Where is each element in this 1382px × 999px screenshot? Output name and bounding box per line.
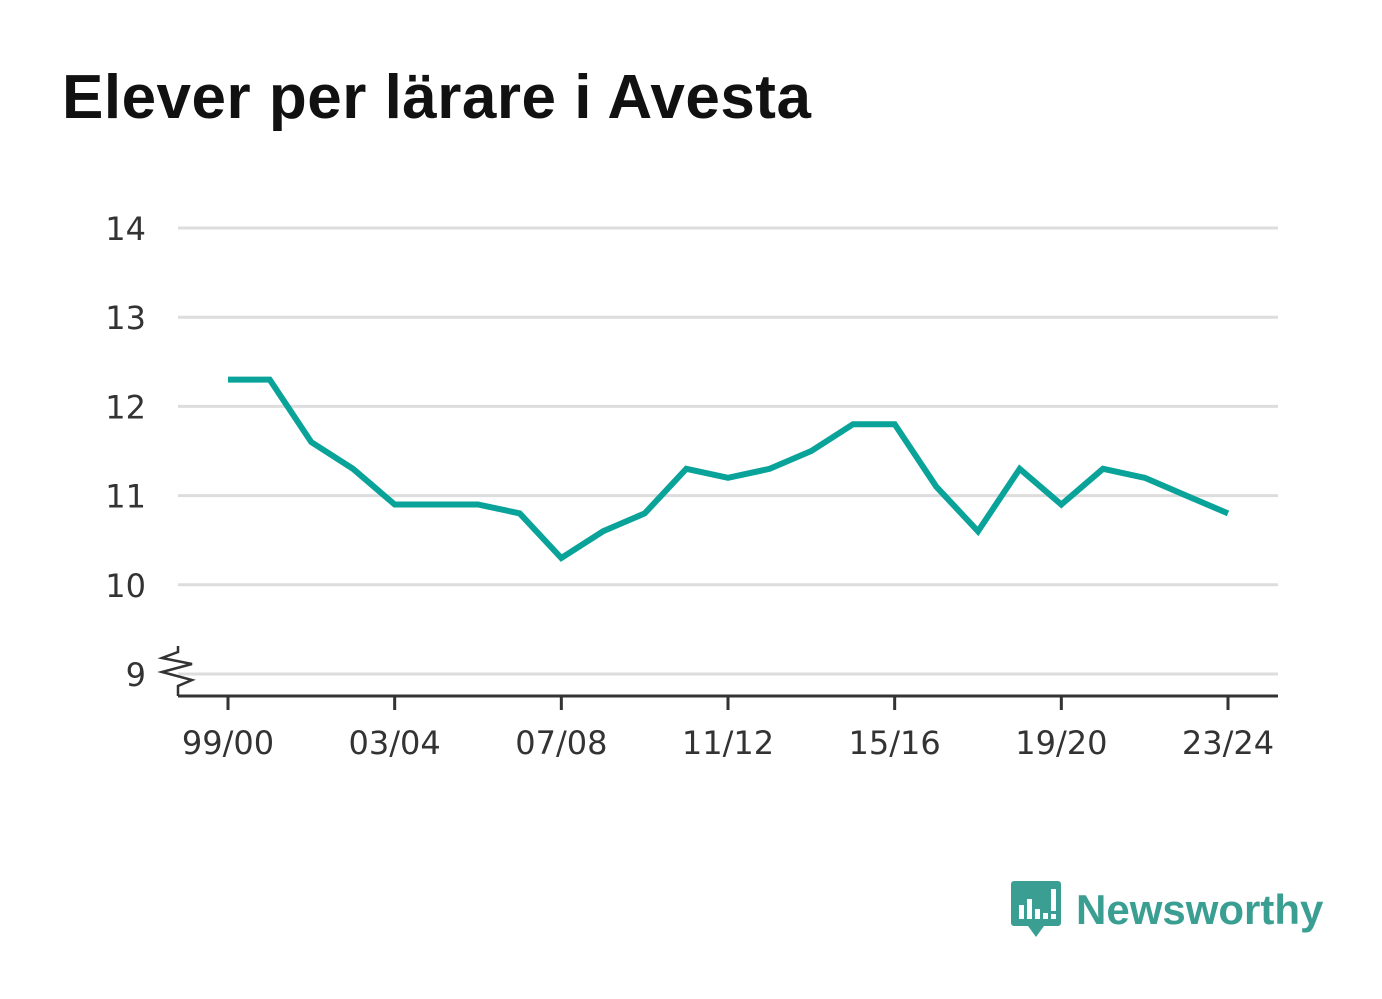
x-tick-label-15-16: 15/16 <box>849 724 941 762</box>
data-point-07-08 <box>558 555 564 561</box>
y-tick-label-11: 11 <box>105 478 146 516</box>
data-point-21-22 <box>1142 475 1148 481</box>
data-point-18-19 <box>1017 466 1023 472</box>
y-tick-label-9: 9 <box>126 656 146 694</box>
x-tick-label-07-08: 07/08 <box>515 724 607 762</box>
data-point-00-01 <box>267 377 273 383</box>
y-tick-label-13: 13 <box>105 299 146 337</box>
brand-logo: Newsworthy <box>1010 878 1323 942</box>
x-tick-label-23-24: 23/24 <box>1182 724 1274 762</box>
data-point-02-03 <box>350 466 356 472</box>
data-point-04-05 <box>433 502 439 508</box>
x-tick-label-11-12: 11/12 <box>682 724 774 762</box>
y-tick-label-14: 14 <box>105 210 146 248</box>
data-point-15-16 <box>892 421 898 427</box>
brand-name: Newsworthy <box>1076 886 1324 933</box>
data-point-99-00 <box>225 377 231 383</box>
data-point-23-24 <box>1225 510 1231 516</box>
y-tick-label-10: 10 <box>105 567 146 605</box>
data-point-03-04 <box>392 502 398 508</box>
data-point-13-14 <box>808 448 814 454</box>
y-axis-break-mark <box>157 646 196 696</box>
y-axis-ticks: 9 10 11 12 13 14 <box>105 210 196 696</box>
data-point-17-18 <box>975 528 981 534</box>
data-point-14-15 <box>850 421 856 427</box>
data-point-12-13 <box>767 466 773 472</box>
x-axis: 99/00 03/04 07/08 11/12 15/16 19/20 23/24 <box>178 694 1278 762</box>
data-point-09-10 <box>642 510 648 516</box>
series-line-0 <box>228 376 1230 562</box>
chart-title: Elever per lärare i Avesta <box>62 63 812 132</box>
data-point-11-12 <box>725 475 731 481</box>
data-point-20-21 <box>1100 466 1106 472</box>
data-point-22-23 <box>1183 493 1189 499</box>
newsworthy-logo-icon <box>1011 881 1061 937</box>
x-tick-label-03-04: 03/04 <box>349 724 441 762</box>
data-point-16-17 <box>933 484 939 490</box>
x-tick-label-19-20: 19/20 <box>1015 724 1107 762</box>
data-point-06-07 <box>517 510 523 516</box>
data-point-08-09 <box>600 528 606 534</box>
x-tick-label-99-00: 99/00 <box>182 724 274 762</box>
series-group <box>225 376 1231 562</box>
data-point-01-02 <box>308 439 314 445</box>
y-tick-label-12: 12 <box>105 388 146 426</box>
data-point-10-11 <box>683 466 689 472</box>
gridlines <box>178 226 1278 676</box>
data-point-05-06 <box>475 502 481 508</box>
data-point-19-20 <box>1058 502 1064 508</box>
